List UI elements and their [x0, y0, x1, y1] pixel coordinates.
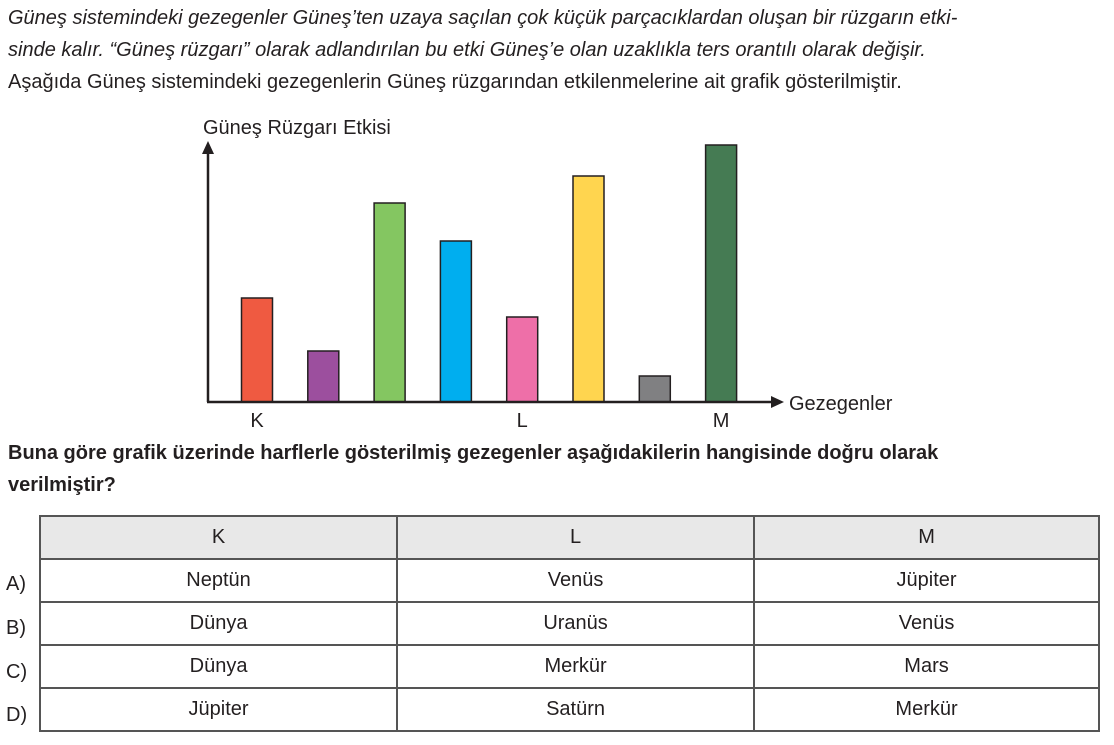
tick-label-l: L [517, 410, 528, 432]
bar-5 [505, 316, 539, 403]
bar-1 [240, 297, 274, 403]
options-table: K L M Neptün Venüs Jüpiter Dünya Uranüs … [38, 515, 1100, 732]
intro-line-2: sinde kalır. “Güneş rüzgarı” olarak adla… [8, 39, 926, 61]
intro-line-1: Güneş sistemindeki gezegenler Güneş’ten … [8, 7, 958, 29]
header-m: M [753, 515, 1100, 560]
option-label-d: D) [6, 704, 28, 726]
tick-label-m: M [713, 410, 730, 432]
bar-6 [572, 175, 605, 403]
cell-b-k: Dünya [38, 601, 399, 646]
cell-c-l: Merkür [396, 644, 756, 689]
bar-3 [373, 202, 406, 403]
table-row: Neptün Venüs Jüpiter [38, 558, 1100, 603]
tick-labels: K L M [250, 410, 729, 432]
cell-a-k: Neptün [38, 558, 399, 603]
cell-b-l: Uranüs [396, 601, 756, 646]
cell-d-k: Jüpiter [38, 687, 399, 732]
x-axis-label: Gezegenler [789, 393, 893, 415]
y-axis-arrow [202, 141, 214, 154]
table-row: Jüpiter Satürn Merkür [38, 687, 1100, 732]
question-line-2: verilmiştir? [8, 474, 116, 496]
question-text: Buna göre grafik üzerinde harflerle göst… [8, 437, 1108, 501]
bar-4 [439, 240, 473, 403]
cell-a-l: Venüs [396, 558, 756, 603]
table-header-row: K L M [38, 515, 1100, 560]
intro-text: Güneş sistemindeki gezegenler Güneş’ten … [8, 2, 1108, 98]
bar-chart: Güneş Rüzgarı Etkisi Gezegenler K L M [202, 117, 893, 432]
table-row: Dünya Merkür Mars [38, 644, 1100, 689]
cell-b-m: Venüs [753, 601, 1100, 646]
option-label-a: A) [6, 573, 26, 595]
x-axis-arrow [771, 396, 784, 408]
bar-8 [704, 144, 738, 403]
bar-group [240, 144, 738, 403]
y-axis-label: Güneş Rüzgarı Etkisi [203, 117, 391, 139]
intro-line-3: Aşağıda Güneş sistemindeki gezegenlerin … [8, 71, 902, 93]
tick-label-k: K [250, 410, 264, 432]
question-line-1: Buna göre grafik üzerinde harflerle göst… [8, 442, 939, 464]
cell-d-l: Satürn [396, 687, 756, 732]
bar-2 [307, 350, 340, 403]
table-row: Dünya Uranüs Venüs [38, 601, 1100, 646]
cell-a-m: Jüpiter [753, 558, 1100, 603]
option-label-b: B) [6, 617, 26, 639]
option-label-c: C) [6, 661, 28, 683]
bar-7 [638, 375, 672, 403]
cell-c-k: Dünya [38, 644, 399, 689]
cell-d-m: Merkür [753, 687, 1100, 732]
header-k: K [38, 515, 399, 560]
cell-c-m: Mars [753, 644, 1100, 689]
header-l: L [396, 515, 756, 560]
